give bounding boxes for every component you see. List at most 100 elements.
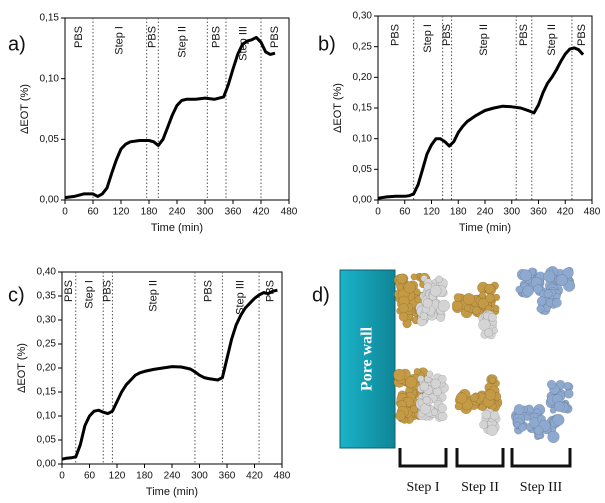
x-tick-label: 60 xyxy=(84,471,96,482)
protein-domain xyxy=(513,404,525,415)
protein-domain xyxy=(437,299,451,312)
region-label: PBS xyxy=(269,26,281,48)
y-tick-label: 0,30 xyxy=(37,315,57,326)
x-axis-title: Time (min) xyxy=(151,222,203,234)
x-tick-label: 240 xyxy=(164,471,181,482)
protein-domain xyxy=(419,381,430,392)
y-tick-label: 0,05 xyxy=(40,134,60,145)
protein-domain xyxy=(478,318,491,332)
y-axis-title: ΔEOT (%) xyxy=(332,83,344,133)
protein-domain xyxy=(478,291,487,299)
step-label: Step III xyxy=(520,480,563,495)
y-axis-title: ΔEOT (%) xyxy=(19,84,31,134)
protein-domain xyxy=(462,292,475,305)
y-tick-label: 0,10 xyxy=(353,133,373,144)
protein-domain xyxy=(437,403,447,413)
protein-domain xyxy=(410,405,419,414)
y-tick-label: 0,05 xyxy=(37,435,57,446)
x-tick-label: 480 xyxy=(584,207,601,218)
protein-domain xyxy=(469,393,479,403)
protein-domain xyxy=(426,370,434,378)
diagram: d) Pore wall Step I Step II Step III xyxy=(312,265,576,495)
x-tick-label: 300 xyxy=(503,207,520,218)
protein-domain xyxy=(552,413,565,426)
protein-domain xyxy=(564,389,574,399)
protein-domain xyxy=(523,413,531,421)
x-tick-label: 240 xyxy=(477,207,494,218)
protein-domain xyxy=(413,367,421,375)
x-tick-label: 420 xyxy=(253,207,270,218)
protein-domain xyxy=(522,285,534,297)
proteins xyxy=(393,265,576,444)
region-label: Step I xyxy=(422,24,434,53)
y-tick-label: 0,35 xyxy=(37,291,57,302)
protein-domain xyxy=(543,289,553,299)
protein-domain xyxy=(453,293,463,302)
protein-domain xyxy=(437,411,448,422)
protein-domain xyxy=(398,311,409,322)
region-label: PBS xyxy=(203,280,215,302)
protein-domain xyxy=(536,296,547,306)
x-tick-label: 180 xyxy=(450,207,467,218)
x-tick-label: 180 xyxy=(141,207,158,218)
y-tick-label: 0,15 xyxy=(353,103,373,114)
x-tick-label: 420 xyxy=(246,471,263,482)
region-label: Step II xyxy=(546,24,558,56)
y-tick-label: 0,25 xyxy=(353,41,373,52)
y-tick-label: 0,25 xyxy=(37,339,57,350)
region-label: PBS xyxy=(441,24,453,46)
protein-domain xyxy=(481,409,492,420)
panel-letter: a) xyxy=(8,33,26,55)
protein-domain xyxy=(431,408,439,416)
protein-domain xyxy=(518,423,527,432)
protein-domain xyxy=(454,402,463,411)
y-axis-title: ΔEOT (%) xyxy=(16,343,28,393)
y-tick-label: 0,10 xyxy=(40,73,60,84)
wall-label: Pore wall xyxy=(359,326,376,391)
protein-domain xyxy=(393,368,406,382)
protein-domain xyxy=(396,273,408,285)
protein-domain xyxy=(484,328,494,338)
y-tick-label: 0,15 xyxy=(40,13,60,24)
x-tick-label: 0 xyxy=(62,207,68,218)
x-tick-label: 120 xyxy=(109,471,126,482)
protein-domain xyxy=(432,387,442,397)
y-tick-label: 0,30 xyxy=(353,11,373,22)
protein-domain xyxy=(463,304,471,312)
y-tick-label: 0,00 xyxy=(353,195,373,206)
y-tick-label: 0,15 xyxy=(37,387,57,398)
x-tick-label: 240 xyxy=(169,207,186,218)
region-label: PBS xyxy=(576,24,588,46)
protein-domain xyxy=(547,430,560,444)
protein-domain xyxy=(552,298,562,308)
x-tick-label: 480 xyxy=(281,207,298,218)
protein-domain xyxy=(563,381,572,390)
region-label: Step II xyxy=(177,26,189,58)
protein-domain xyxy=(485,293,495,303)
x-tick-label: 360 xyxy=(219,471,236,482)
y-tick-label: 0,10 xyxy=(37,411,57,422)
panel-letter: b) xyxy=(318,33,336,55)
protein-domain xyxy=(429,284,442,297)
bracket xyxy=(398,448,572,468)
protein-domain xyxy=(403,281,416,294)
y-tick-label: 0,05 xyxy=(353,164,373,175)
protein-domain xyxy=(472,306,481,315)
x-tick-label: 300 xyxy=(197,207,214,218)
panel-letter: d) xyxy=(312,284,330,306)
protein-domain xyxy=(484,283,495,294)
region-label: Step II xyxy=(478,24,490,56)
region-label: Step II xyxy=(148,280,160,312)
region-label: PBS xyxy=(518,24,530,46)
protein-domain xyxy=(395,410,406,421)
x-tick-label: 360 xyxy=(225,207,242,218)
protein-domain xyxy=(455,392,468,405)
step-label: Step I xyxy=(406,480,439,495)
region-label: Step I xyxy=(83,280,95,309)
protein-domain xyxy=(438,374,447,384)
protein-domain xyxy=(519,269,532,282)
region-label: PBS xyxy=(63,280,75,302)
protein-domain xyxy=(488,312,497,322)
step-label: Step II xyxy=(461,480,499,495)
